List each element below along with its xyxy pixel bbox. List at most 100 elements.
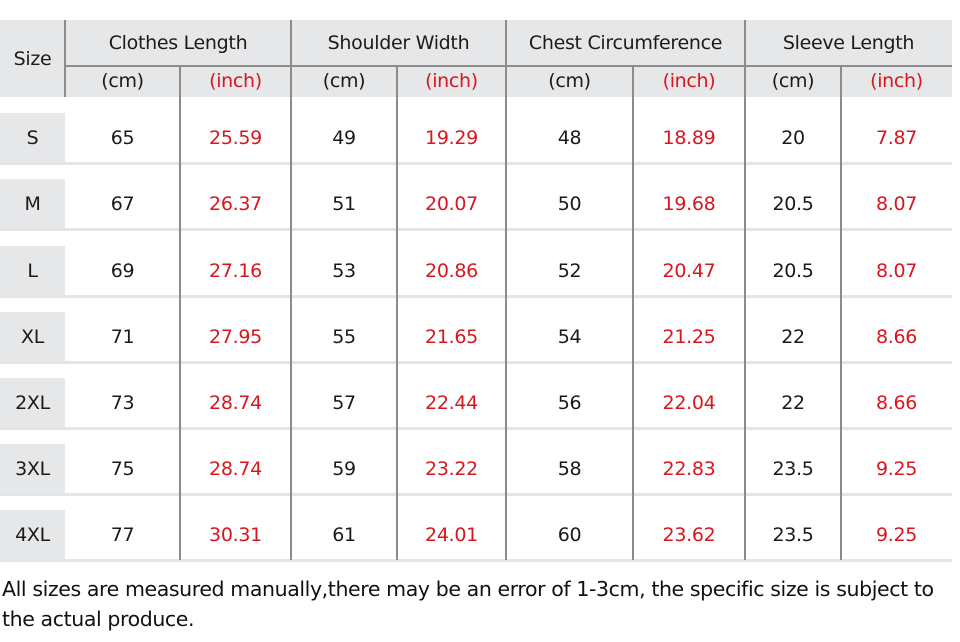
cm-value-cell-text: 23.5 <box>772 458 814 481</box>
cm-value-cell-text: 73 <box>110 392 135 414</box>
column-divider <box>505 20 507 561</box>
cm-value-cell: 20.5 <box>745 179 841 229</box>
inch-value-cell: 9.25 <box>841 444 952 494</box>
header-divider <box>65 65 952 67</box>
unit-inch-header-text: (inch) <box>209 70 262 92</box>
unit-cm-header: (cm) <box>745 65 841 97</box>
size-cell-text: XL <box>20 325 44 348</box>
inch-value-cell: 28.74 <box>180 444 291 494</box>
cm-value-cell: 56 <box>506 378 633 428</box>
size-cell-text: 2XL <box>15 392 50 414</box>
inch-value-cell: 8.66 <box>841 378 952 428</box>
unit-cm-header: (cm) <box>291 65 397 97</box>
inch-value-cell-text: 20.47 <box>662 259 716 282</box>
size-cell-text: L <box>27 259 38 282</box>
group-header-text: Shoulder Width <box>327 31 470 54</box>
inch-value-cell-text: 8.66 <box>875 392 918 414</box>
inch-value-cell-text: 24.01 <box>425 524 478 547</box>
inch-value-cell: 21.65 <box>397 312 506 362</box>
unit-cm-header: (cm) <box>65 65 180 97</box>
unit-inch-header: (inch) <box>180 65 291 97</box>
cm-value-cell-text: 51 <box>332 193 356 216</box>
cm-value-cell: 73 <box>65 378 180 428</box>
size-header: Size <box>0 20 65 97</box>
cm-value-cell: 48 <box>506 113 633 163</box>
cm-value-cell: 54 <box>506 312 633 362</box>
group-header: Sleeve Length <box>745 20 952 65</box>
column-divider <box>179 65 181 561</box>
inch-value-cell-text: 21.65 <box>425 325 478 348</box>
unit-cm-header-text: (cm) <box>101 70 144 92</box>
inch-value-cell-text: 27.16 <box>209 259 262 282</box>
inch-value-cell-text: 8.07 <box>875 259 918 282</box>
cm-value-cell-text: 20.5 <box>772 193 814 216</box>
cm-value-cell: 77 <box>65 510 180 560</box>
inch-value-cell: 19.29 <box>397 113 506 163</box>
inch-value-cell-text: 18.89 <box>662 127 716 150</box>
cm-value-cell-text: 23.5 <box>772 524 814 547</box>
unit-cm-header-text: (cm) <box>548 70 591 92</box>
inch-value-cell-text: 8.07 <box>875 193 918 216</box>
inch-value-cell: 22.44 <box>397 378 506 428</box>
column-divider <box>396 65 398 561</box>
group-header: Clothes Length <box>65 20 291 65</box>
cm-value-cell-text: 53 <box>332 259 356 282</box>
unit-inch-header-text: (inch) <box>662 70 716 92</box>
cm-value-cell-text: 60 <box>557 524 582 547</box>
cm-value-cell-text: 59 <box>332 458 356 481</box>
inch-value-cell-text: 19.29 <box>425 127 478 150</box>
unit-inch-header-text: (inch) <box>870 70 923 92</box>
column-divider <box>290 20 292 561</box>
inch-value-cell: 9.25 <box>841 510 952 560</box>
cm-value-cell: 49 <box>291 113 397 163</box>
size-header-text: Size <box>13 47 52 70</box>
cm-value-cell: 69 <box>65 246 180 296</box>
cm-value-cell: 23.5 <box>745 510 841 560</box>
cm-value-cell: 20 <box>745 113 841 163</box>
row-divider <box>0 162 952 166</box>
cm-value-cell-text: 58 <box>557 458 582 481</box>
row-divider <box>0 360 952 364</box>
inch-value-cell: 19.68 <box>633 179 745 229</box>
inch-value-cell-text: 25.59 <box>209 127 262 150</box>
inch-value-cell: 24.01 <box>397 510 506 560</box>
cm-value-cell-text: 20 <box>781 127 805 150</box>
unit-cm-header-text: (cm) <box>771 70 815 92</box>
inch-value-cell: 18.89 <box>633 113 745 163</box>
inch-value-cell-text: 26.37 <box>209 193 262 216</box>
inch-value-cell-text: 23.22 <box>425 458 478 481</box>
unit-cm-header-text: (cm) <box>322 70 366 92</box>
inch-value-cell: 8.07 <box>841 179 952 229</box>
cm-value-cell: 55 <box>291 312 397 362</box>
size-cell: 4XL <box>0 510 65 561</box>
row-divider <box>0 427 952 430</box>
inch-value-cell-text: 23.62 <box>662 524 716 547</box>
unit-cm-header: (cm) <box>506 65 633 97</box>
cm-value-cell-text: 54 <box>557 325 582 348</box>
inch-value-cell-text: 22.83 <box>662 458 716 481</box>
cm-value-cell-text: 69 <box>110 259 135 282</box>
inch-value-cell-text: 20.86 <box>425 259 478 282</box>
cm-value-cell-text: 61 <box>332 524 356 547</box>
group-header-text: Sleeve Length <box>782 31 915 54</box>
inch-value-cell-text: 28.74 <box>209 392 262 414</box>
cm-value-cell: 50 <box>506 179 633 229</box>
column-divider <box>744 20 746 561</box>
row-divider <box>0 493 952 497</box>
inch-value-cell-text: 21.25 <box>662 325 716 348</box>
size-cell: XL <box>0 311 65 362</box>
row-divider <box>0 559 952 563</box>
cm-value-cell: 53 <box>291 246 397 296</box>
cm-value-cell-text: 52 <box>557 259 582 282</box>
column-divider <box>840 65 842 561</box>
inch-value-cell: 25.59 <box>180 113 291 163</box>
inch-value-cell-text: 7.87 <box>875 127 918 150</box>
column-divider <box>64 20 66 97</box>
inch-value-cell: 27.16 <box>180 246 291 296</box>
column-divider <box>632 65 634 561</box>
inch-value-cell: 23.62 <box>633 510 745 560</box>
cm-value-cell-text: 77 <box>110 524 135 547</box>
group-header-text: Chest Circumference <box>528 31 723 54</box>
cm-value-cell-text: 75 <box>110 458 135 481</box>
size-cell-text: 4XL <box>15 524 50 547</box>
